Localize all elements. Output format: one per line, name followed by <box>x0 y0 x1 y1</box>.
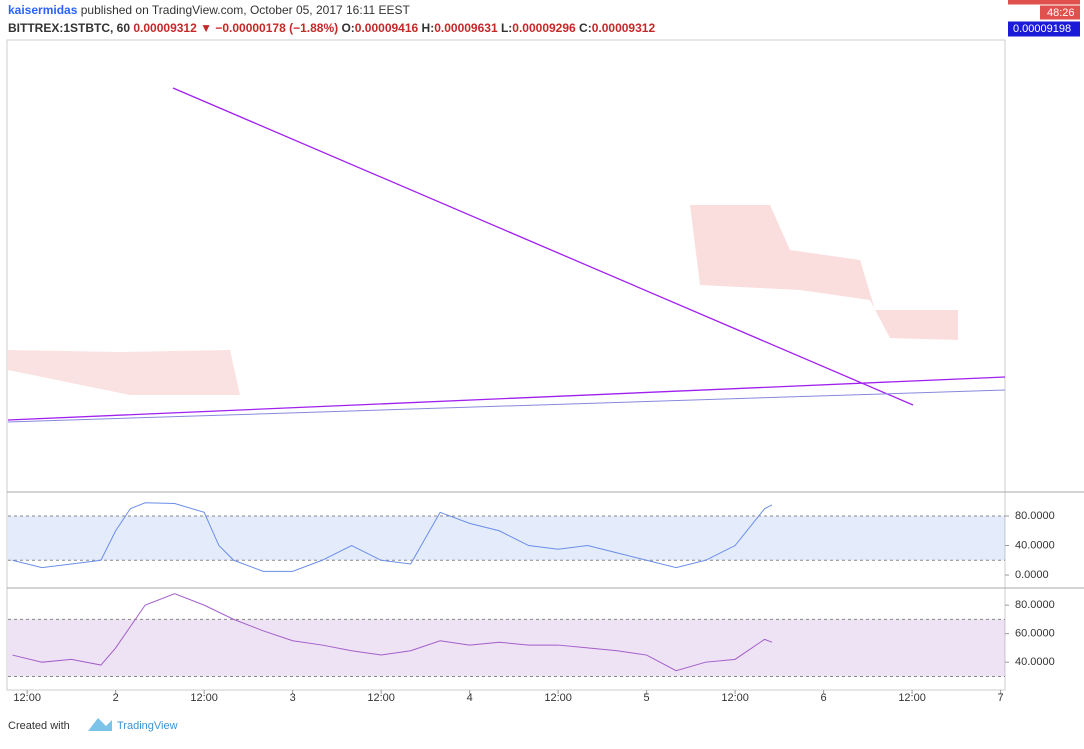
l-label: L: <box>501 21 512 35</box>
x-tick-label: 6 <box>821 692 827 704</box>
published: published on TradingView.com, October 05… <box>77 3 410 17</box>
level-label-bg <box>1008 21 1080 37</box>
h: 0.00009631 <box>434 21 498 35</box>
h-label: H: <box>422 21 435 35</box>
y-tick-label: 80.0000 <box>1015 510 1055 522</box>
trend-line <box>172 87 914 406</box>
countdown: 48:26 <box>1047 7 1075 19</box>
level-label: 0.00009198 <box>1013 23 1071 35</box>
x-tick-label: 3 <box>290 692 296 704</box>
o-label: O: <box>341 21 354 35</box>
header-line-1: kaisermidas published on TradingView.com… <box>8 3 410 17</box>
x-tick-label: 12:00 <box>544 692 572 704</box>
stoch-line <box>12 502 773 572</box>
x-tick-label: 12:00 <box>721 692 749 704</box>
symbol: BITTREX:1STBTC, 60 <box>8 21 130 35</box>
logo <box>88 718 112 731</box>
plot: 0.000145000.000135000.000125000.00011500… <box>8 0 1080 704</box>
header-line-2: BITTREX:1STBTC, 60 0.00009312 ▼ −0.00000… <box>8 21 655 35</box>
x-tick-label: 12:00 <box>190 692 218 704</box>
y-tick-label: 40.0000 <box>1015 539 1055 551</box>
c-label: C: <box>579 21 592 35</box>
change: −0.00000178 (−1.88%) <box>215 21 338 35</box>
level-label: 0.00009312 <box>1013 0 1071 3</box>
x-tick-label: 12:00 <box>898 692 926 704</box>
ichimoku-cloud <box>690 205 958 340</box>
rsi-line <box>12 593 773 672</box>
y-tick-label: 0.0000 <box>1015 569 1049 581</box>
l: 0.00009296 <box>512 21 576 35</box>
ichimoku-cloud <box>8 350 240 395</box>
x-tick-label: 12:00 <box>13 692 41 704</box>
band <box>8 619 1005 677</box>
trend-line <box>7 389 1006 423</box>
y-tick-label: 40.0000 <box>1015 656 1055 668</box>
last: 0.00009312 <box>133 21 197 35</box>
c: 0.00009312 <box>592 21 656 35</box>
author: kaisermidas <box>8 3 78 17</box>
x-tick-label: 4 <box>467 692 473 704</box>
o: 0.00009416 <box>355 21 419 35</box>
x-tick-label: 7 <box>998 692 1004 704</box>
footer-created: Created with <box>8 720 70 732</box>
arrow: ▼ <box>200 21 212 35</box>
y-tick-label: 80.0000 <box>1015 599 1055 611</box>
trend-line <box>7 376 1006 421</box>
countdown-bg <box>1040 5 1080 20</box>
level-label-bg <box>1008 0 1080 5</box>
x-tick-label: 2 <box>113 692 119 704</box>
y-tick-label: 60.0000 <box>1015 628 1055 640</box>
band <box>8 516 1005 561</box>
x-tick-label: 5 <box>644 692 650 704</box>
frame <box>6 39 1006 691</box>
footer-brand[interactable]: TradingView <box>117 720 178 732</box>
x-tick-label: 12:00 <box>367 692 395 704</box>
